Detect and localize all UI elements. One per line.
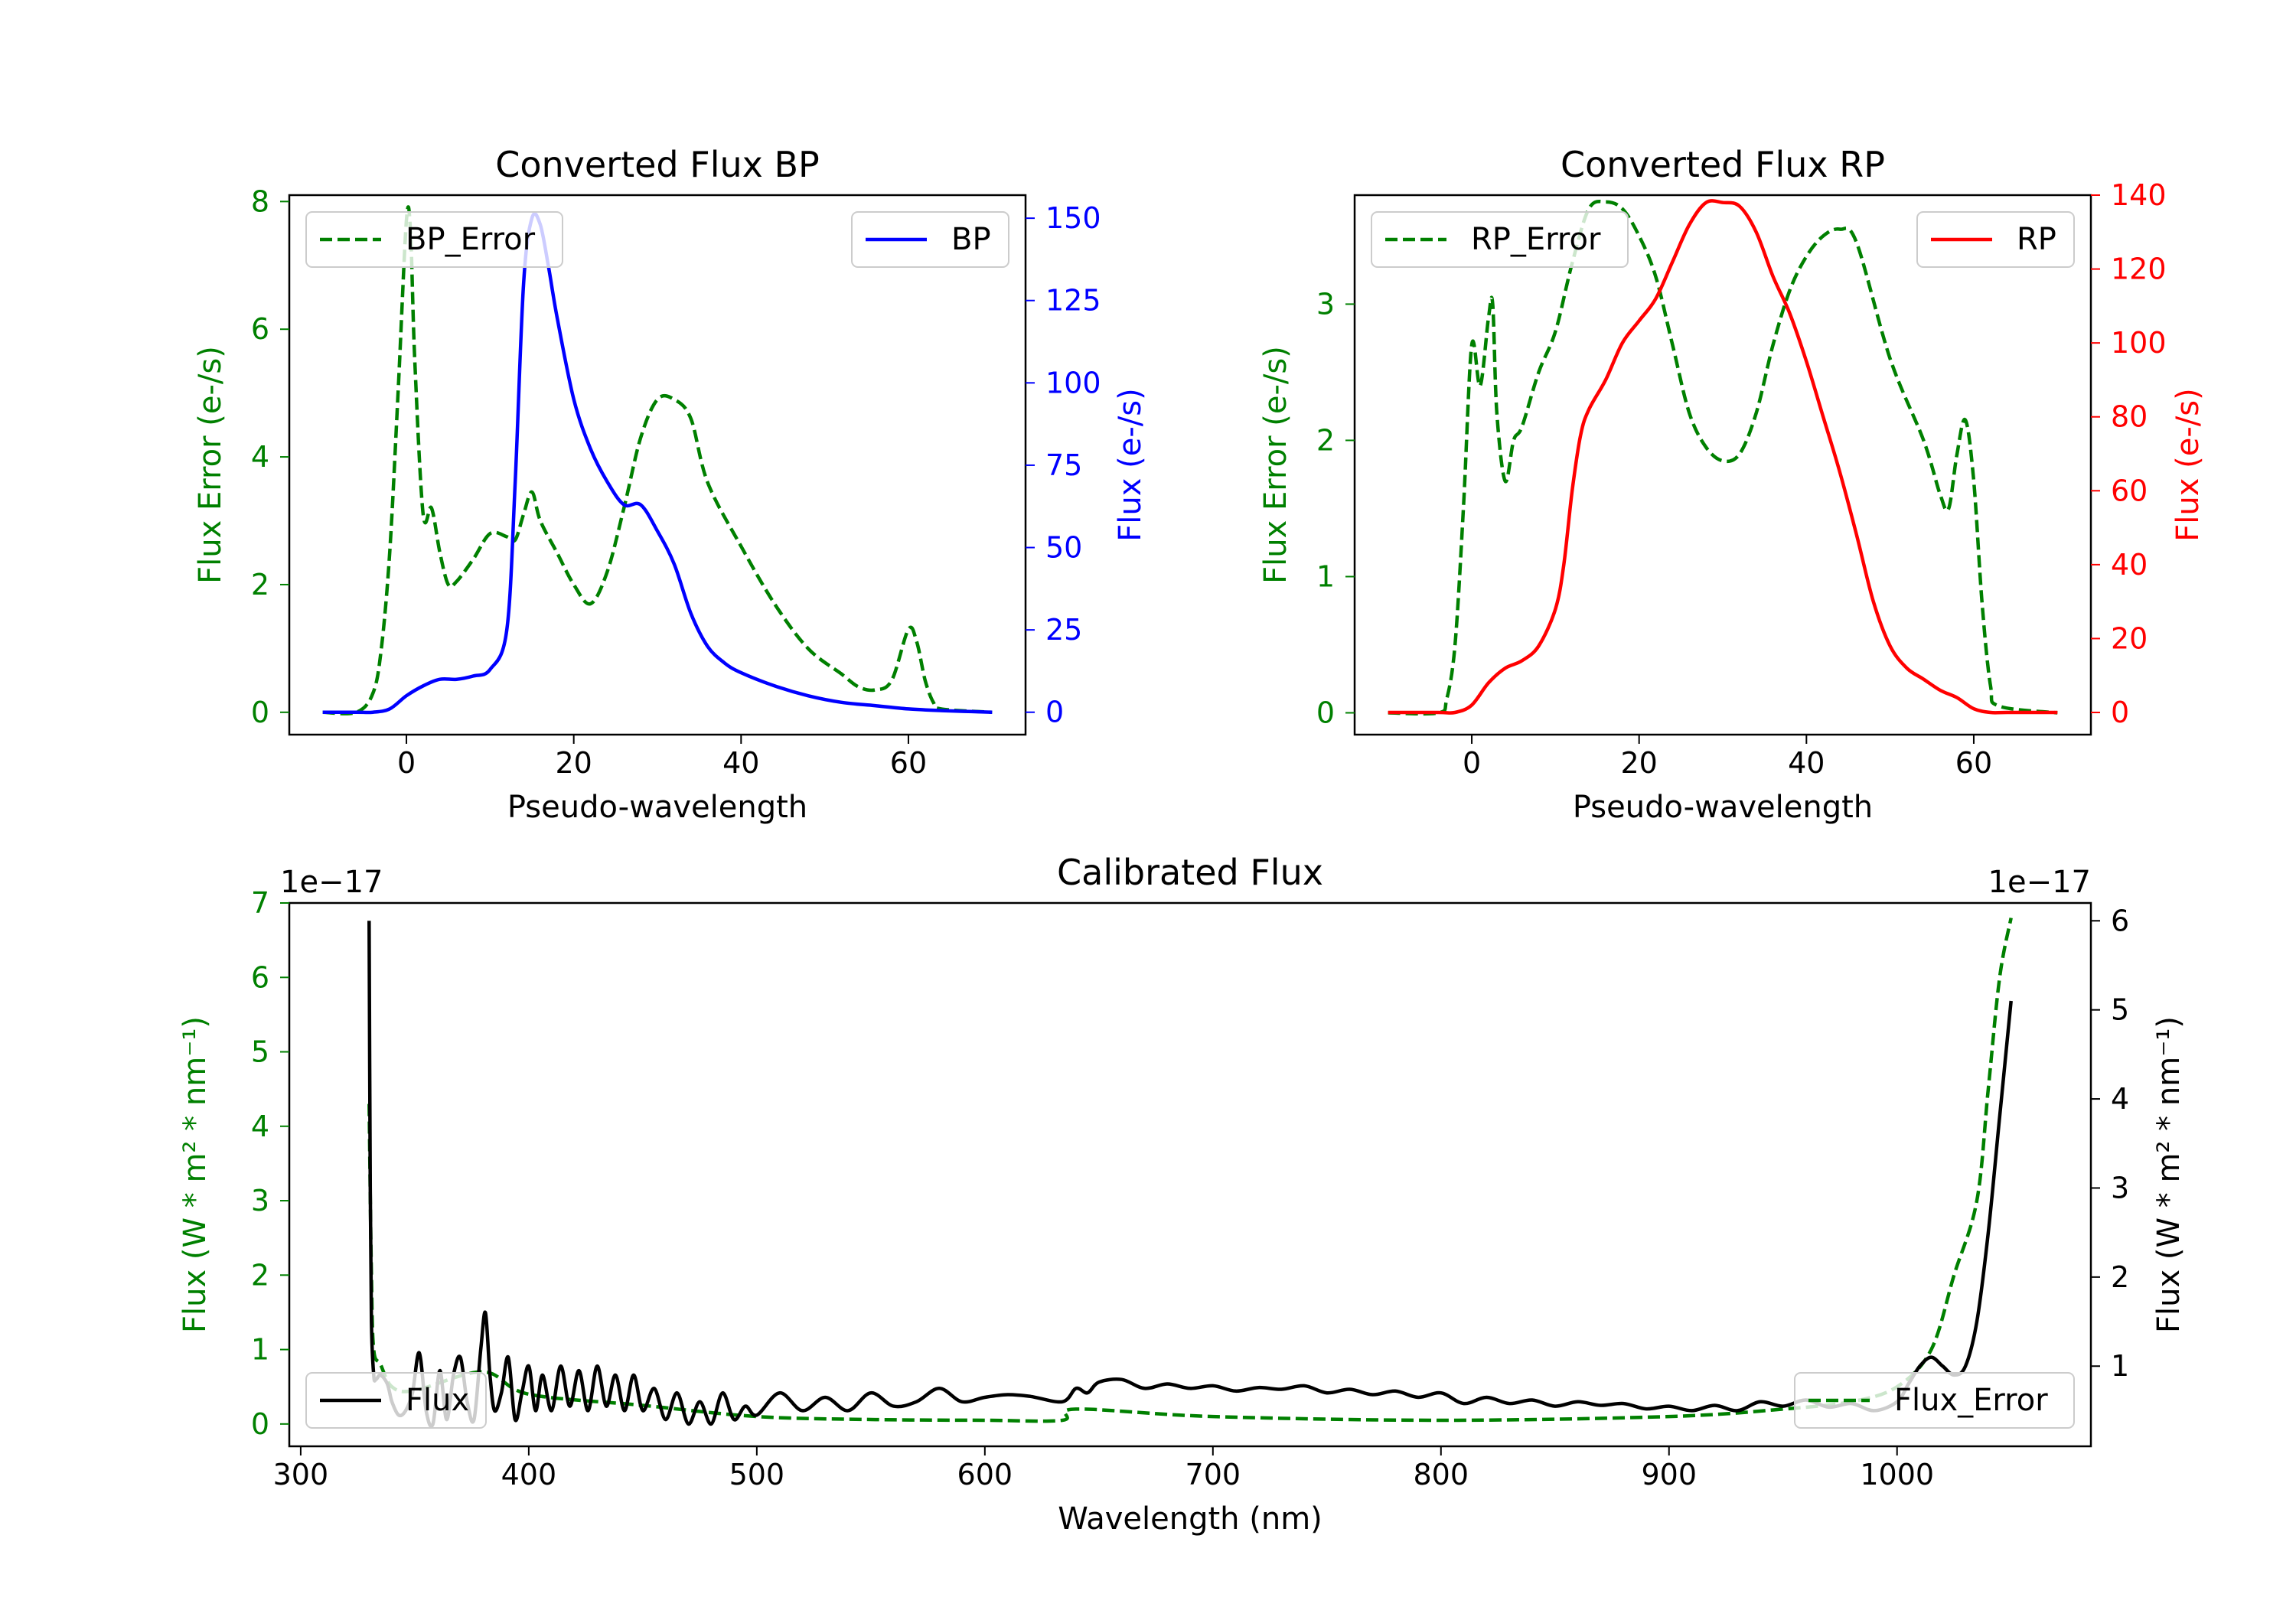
rp-left-y-tick-label: 1	[1316, 559, 1335, 593]
cal-right-exponent-label: 1e−17	[1988, 865, 2091, 900]
rp-legend-box	[1916, 211, 2075, 268]
rp-x-tick-label: 40	[1788, 746, 1825, 780]
bp-x-tick-label: 20	[556, 746, 592, 780]
cal-chart-title: Calibrated Flux	[1057, 852, 1323, 893]
cal-left-y-tick-label: 3	[251, 1184, 269, 1217]
rp-right-y-tick-label: 60	[2111, 474, 2148, 507]
rp-rp-line	[1388, 199, 2058, 715]
rp-x-tick-label: 60	[1955, 746, 1992, 780]
bp-left-y-tick-label: 2	[251, 568, 269, 601]
rp-left-y-tick-label: 0	[1316, 696, 1335, 730]
bp-x-tick-label: 60	[890, 746, 927, 780]
cal-flux-error-line	[367, 918, 2013, 1423]
bp-right-y-axis-label: Flux (e-/s)	[1113, 388, 1148, 541]
cal-right-y-tick-label: 6	[2111, 904, 2129, 937]
bp-legend-left: BP_Error	[305, 211, 563, 268]
bp-x-tick-label: 0	[397, 746, 416, 780]
bp-x-axis-label: Pseudo-wavelength	[507, 790, 807, 825]
cal-left-y-tick-label: 4	[251, 1110, 269, 1143]
cal-left-y-tick-label: 0	[251, 1407, 269, 1441]
bp-right-y-tick-label: 125	[1045, 284, 1101, 318]
bp-x-tick-label: 40	[722, 746, 759, 780]
cal-legend-left: Flux	[305, 1372, 487, 1429]
cal-flux-line	[367, 921, 2013, 1429]
rp-x-tick-label: 20	[1621, 746, 1658, 780]
rp-right-y-tick-label: 120	[2111, 253, 2167, 286]
cal-right-y-tick-label: 5	[2111, 993, 2129, 1027]
bp-panel: 0 20 40 60 0 2 4 6 8 0 25 50 75 100 125 150 Converted Fl…	[193, 144, 1148, 825]
rp-left-y-axis-label: Flux Error (e-/s)	[1258, 346, 1293, 584]
rp-legend-right: RP	[1916, 211, 2075, 268]
cal-x-tick-label: 400	[501, 1458, 557, 1491]
cal-left-y-tick-label: 7	[251, 886, 269, 920]
bp-right-y-tick-label: 150	[1045, 201, 1101, 235]
rp-right-y-tick-label: 40	[2111, 548, 2148, 582]
bp-legend-label: BP_Error	[406, 222, 536, 257]
bp-axes-frame	[288, 194, 1027, 736]
bp-left-y-tick-label: 8	[251, 184, 269, 218]
bp-right-y-tick-label: 100	[1045, 366, 1101, 399]
bp-legend-box	[305, 211, 563, 268]
bp-legend-right: BP	[851, 211, 1009, 268]
bp-bp-error-line	[322, 205, 993, 715]
bp-right-y-tick-label: 25	[1045, 613, 1082, 647]
rp-legend-box	[1371, 211, 1629, 268]
cal-left-y-tick-label: 2	[251, 1258, 269, 1292]
bp-left-y-axis-label: Flux Error (e-/s)	[193, 346, 228, 584]
cal-right-y-tick-label: 3	[2111, 1171, 2129, 1204]
cal-left-y-axis-label: Flux (W * m² * nm⁻¹)	[178, 1016, 213, 1333]
cal-right-y-tick-label: 2	[2111, 1260, 2129, 1294]
rp-right-y-tick-label: 100	[2111, 326, 2167, 360]
bp-legend-label: BP	[951, 222, 991, 257]
bp-left-y-tick-label: 6	[251, 312, 269, 346]
rp-legend-label: RP_Error	[1471, 222, 1601, 257]
cal-x-tick-label: 800	[1414, 1458, 1469, 1491]
bp-bp-line	[322, 212, 993, 715]
cal-axes-frame	[288, 901, 2092, 1448]
rp-x-axis-label: Pseudo-wavelength	[1573, 790, 1873, 825]
cal-legend-label: Flux	[406, 1383, 469, 1418]
rp-right-y-tick-label: 20	[2111, 621, 2148, 655]
cal-x-tick-label: 900	[1641, 1458, 1697, 1491]
cal-left-y-tick-label: 5	[251, 1035, 269, 1069]
cal-x-tick-label: 1000	[1860, 1458, 1934, 1491]
rp-right-y-tick-label: 80	[2111, 400, 2148, 434]
cal-x-tick-label: 300	[273, 1458, 329, 1491]
rp-right-y-tick-label: 140	[2111, 178, 2167, 212]
cal-x-tick-label: 700	[1186, 1458, 1241, 1491]
rp-right-y-tick-label: 0	[2111, 696, 2129, 729]
cal-legend-box	[1794, 1372, 2075, 1429]
cal-legend-box	[305, 1372, 487, 1429]
rp-left-y-tick-label: 3	[1316, 287, 1335, 321]
rp-chart-title: Converted Flux RP	[1561, 144, 1885, 185]
cal-right-y-tick-label: 4	[2111, 1082, 2129, 1116]
cal-left-y-tick-label: 6	[251, 960, 269, 994]
cal-right-y-tick-label: 1	[2111, 1349, 2129, 1383]
cal-x-tick-label: 600	[957, 1458, 1013, 1491]
cal-left-y-tick-label: 1	[251, 1333, 269, 1367]
bp-right-y-tick-label: 0	[1045, 696, 1064, 729]
rp-rp-error-line	[1388, 199, 2058, 716]
cal-x-axis-label: Wavelength (nm)	[1058, 1501, 1322, 1537]
cal-right-y-axis-label: Flux (W * m² * nm⁻¹)	[2151, 1016, 2187, 1333]
cal-panel: 300 400 500 600 700 800 900 1000 0 1 2 3 4 5 6 7 1 2 3 4 5 6 C…	[178, 852, 2187, 1537]
rp-legend-left: RP_Error	[1371, 211, 1629, 268]
rp-x-tick-label: 0	[1463, 746, 1481, 780]
bp-right-y-tick-label: 50	[1045, 531, 1082, 565]
bp-left-y-tick-label: 0	[251, 696, 269, 729]
cal-legend-right: Flux_Error	[1794, 1372, 2075, 1429]
rp-right-y-axis-label: Flux (e-/s)	[2170, 388, 2206, 541]
bp-legend-box	[851, 211, 1009, 268]
cal-x-tick-label: 500	[729, 1458, 785, 1491]
rp-legend-label: RP	[2017, 222, 2056, 257]
rp-axes-frame	[1353, 194, 2092, 736]
bp-right-y-tick-label: 75	[1045, 448, 1082, 482]
rp-left-y-tick-label: 2	[1316, 423, 1335, 457]
bp-chart-title: Converted Flux BP	[495, 144, 820, 185]
cal-legend-label: Flux_Error	[1894, 1383, 2048, 1418]
cal-left-exponent-label: 1e−17	[280, 865, 383, 900]
bp-left-y-tick-label: 4	[251, 440, 269, 474]
rp-panel: 0 20 40 60 0 1 2 3 0 20 40 60 80 100 120 140 Converted F…	[1258, 144, 2206, 825]
